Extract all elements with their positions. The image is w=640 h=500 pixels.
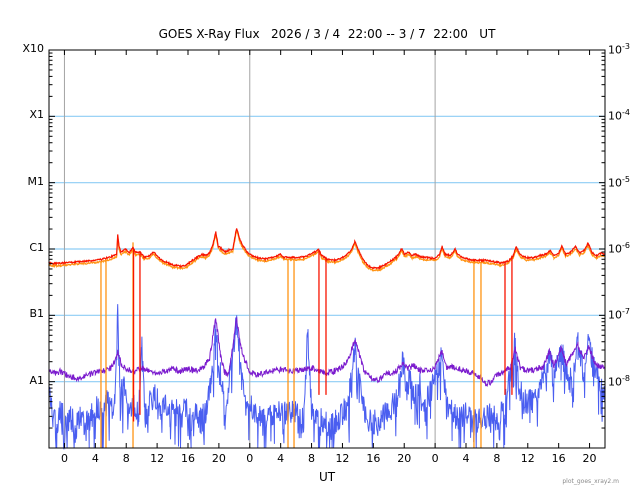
hour-tick-label: 16 [181, 452, 195, 465]
flux-class-label: X1 [29, 108, 44, 122]
hour-tick-label: 8 [493, 452, 501, 465]
flux-class-label: B1 [29, 307, 44, 321]
flux-exponent-label: 10-4 [608, 108, 630, 123]
watermark-label: plot_goes_xray2.m [562, 478, 619, 485]
hour-tick-label: 20 [211, 452, 226, 465]
hour-tick-label: 12 [520, 452, 535, 465]
x-axis-title: UT [318, 470, 336, 484]
flux-class-label: M1 [27, 174, 45, 188]
hour-tick-label: 16 [366, 452, 381, 465]
flux-exponent-label: 10-3 [608, 42, 630, 57]
hour-tick-label: 8 [308, 452, 316, 465]
hour-tick-label: 16 [551, 452, 566, 465]
flux-exponent-label: 10-6 [608, 241, 630, 256]
flux-exponent-label: 10-5 [608, 174, 630, 190]
hour-tick-label: 0 [60, 452, 68, 465]
hour-tick-label: 12 [335, 452, 350, 465]
hour-tick-label: 8 [122, 452, 130, 465]
hour-tick-label: 20 [582, 452, 597, 465]
hour-tick-label: 0 [431, 452, 439, 465]
hour-tick-label: 4 [91, 452, 99, 465]
hour-tick-label: 0 [246, 452, 254, 465]
hour-tick-label: 4 [462, 452, 470, 465]
flux-class-label: C1 [29, 241, 44, 254]
hour-tick-label: 20 [397, 452, 412, 465]
flux-class-label: X10 [22, 42, 44, 55]
hour-tick-label: 4 [277, 452, 285, 465]
chart-title: GOES X-Ray Flux 2026 / 3 / 4 22:00 -- 3 … [158, 27, 496, 41]
flux-class-label: A1 [29, 373, 44, 387]
hour-tick-label: 12 [150, 452, 165, 465]
flux-exponent-label: 10-8 [608, 373, 630, 389]
flux-exponent-label: 10-7 [608, 307, 630, 322]
